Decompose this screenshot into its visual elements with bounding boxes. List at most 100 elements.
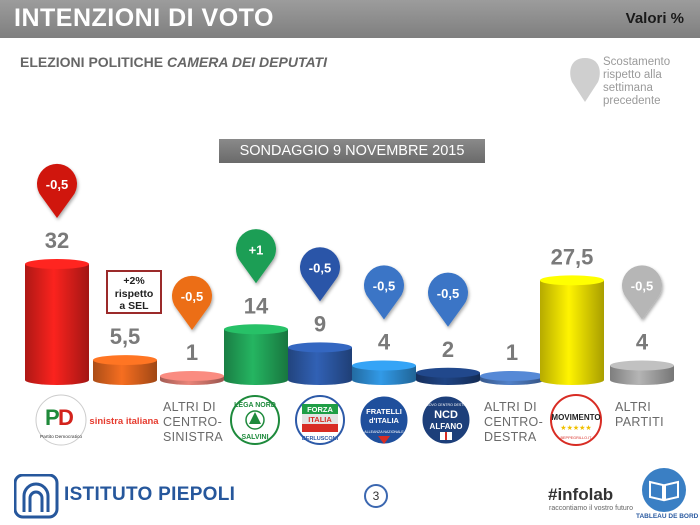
pins-layer: -0,5 -0,5 +1 -0,5 -0,5 -0,5 -0,5 xyxy=(37,163,662,330)
fdi-bottom-text: ALLEANZA NAZIONALE xyxy=(364,430,404,434)
ncd-main-text: NCD xyxy=(434,409,458,421)
bar-top-9 xyxy=(610,360,674,371)
bars-layer xyxy=(25,259,674,385)
label-line: ALTRI DI xyxy=(163,400,216,414)
value-label-2: 1 xyxy=(186,340,198,365)
svg-text:P: P xyxy=(45,405,60,430)
pd-logo-icon: P D Partito Democratico xyxy=(35,394,87,446)
movimento-5-stelle-logo-icon: MOVIMENTO ★★★★★ BEPPEGRILLO.IT xyxy=(550,394,602,446)
value-label-0: 32 xyxy=(45,228,69,253)
altri-centro-destra-label: ALTRI DI CENTRO- DESTRA xyxy=(484,400,543,445)
ncd-logo-icon: NUOVO CENTRO DESTRA NCD ALFANO xyxy=(421,395,471,445)
sel-note-box: +2% rispetto a SEL xyxy=(106,270,162,314)
lega-top-text: LEGA NORD xyxy=(234,402,276,409)
value-label-5: 4 xyxy=(378,330,391,355)
m5s-main-text: MOVIMENTO xyxy=(551,413,600,422)
value-label-4: 9 xyxy=(314,311,326,336)
page-number: 3 xyxy=(364,484,388,508)
change-pin-9: -0,5 xyxy=(622,265,662,320)
bar-1 xyxy=(93,360,157,385)
change-label-9: -0,5 xyxy=(631,279,653,294)
change-pin-5: -0,5 xyxy=(364,265,404,320)
sel-note-line: rispetto xyxy=(114,287,154,300)
bar-top-2 xyxy=(160,371,224,381)
fi-line1-text: FORZA xyxy=(307,405,333,414)
forza-italia-logo-icon: FORZA ITALIA BERLUSCONI xyxy=(295,395,345,445)
fdi-line2-text: d'ITALIA xyxy=(369,416,400,425)
sel-note-line: +2% xyxy=(123,275,145,287)
value-label-6: 2 xyxy=(442,337,454,362)
svg-text:★★★★★: ★★★★★ xyxy=(560,424,591,432)
sel-note-line: a SEL xyxy=(119,300,149,312)
change-pin-4: -0,5 xyxy=(299,247,340,302)
bar-8 xyxy=(540,280,604,385)
brand-name: ISTITUTO PIEPOLI xyxy=(64,484,236,505)
value-label-9: 4 xyxy=(636,330,649,355)
fi-line2-text: ITALIA xyxy=(308,415,332,424)
change-label-6: -0,5 xyxy=(437,286,459,301)
value-label-1: 5,5 xyxy=(110,324,141,349)
header-bar: INTENZIONI DI VOTO Valori % xyxy=(0,0,700,38)
ncd-bottom-text: ALFANO xyxy=(430,422,463,431)
pd-caption: Partito Democratico xyxy=(40,434,82,440)
infolab-tagline: raccontiamo il vostro futuro xyxy=(549,505,634,512)
legend-pin-icon xyxy=(570,58,600,102)
subtitle: ELEZIONI POLITICHE CAMERA DEI DEPUTATI xyxy=(20,54,327,70)
istituto-piepoli-logo: ISTITUTO PIEPOLI xyxy=(14,472,244,519)
bar-0 xyxy=(25,264,89,385)
bar-3 xyxy=(224,329,288,385)
legend-note: Scostamento rispetto alla settimana prec… xyxy=(603,56,671,107)
tableau-de-bord-label: TABLEAU DE BORD xyxy=(636,513,699,520)
subtitle-italic: CAMERA DEI DEPUTATI xyxy=(167,54,327,70)
bar-top-4 xyxy=(288,342,352,353)
change-label-4: -0,5 xyxy=(309,260,331,275)
altri-partiti-label: ALTRI PARTITI xyxy=(615,400,664,430)
bar-top-1 xyxy=(93,355,157,366)
bar-top-0 xyxy=(25,259,89,269)
bar-top-7 xyxy=(480,371,544,381)
value-label-3: 14 xyxy=(244,293,269,318)
altri-centro-sinistra-label: ALTRI DI CENTRO- SINISTRA xyxy=(163,400,223,445)
values-layer: 32 5,5 1 14 9 4 2 1 27,5 4 xyxy=(45,228,649,365)
unit-label: Valori % xyxy=(625,10,684,27)
value-label-7: 1 xyxy=(506,340,518,365)
label-line: ALTRI DI xyxy=(484,400,537,414)
label-line: PARTITI xyxy=(615,415,664,429)
bar-top-3 xyxy=(224,324,288,335)
change-label-3: +1 xyxy=(249,242,264,257)
ncd-top-text: NUOVO CENTRO DESTRA xyxy=(424,403,470,407)
change-pin-0: -0,5 xyxy=(37,163,77,218)
survey-date-box: SONDAGGIO 9 NOVEMBRE 2015 xyxy=(219,139,485,163)
label-line: CENTRO- xyxy=(484,415,544,429)
label-line: ALTRI xyxy=(615,400,651,414)
change-pin-2: -0,5 xyxy=(172,275,212,330)
change-pin-6: -0,5 xyxy=(428,272,469,327)
value-label-8: 27,5 xyxy=(551,244,594,269)
si-logo-text: sinistra italiana xyxy=(89,416,159,427)
change-label-0: -0,5 xyxy=(46,177,68,192)
label-line: CENTRO- xyxy=(163,415,223,429)
piepoli-arch-icon xyxy=(14,474,59,519)
bar-4 xyxy=(288,347,352,385)
m5s-bottom-text: BEPPEGRILLO.IT xyxy=(560,436,592,440)
bar-5 xyxy=(352,365,416,385)
label-line: DESTRA xyxy=(484,430,537,444)
lega-bottom-text: SALVINI xyxy=(241,434,268,441)
change-label-2: -0,5 xyxy=(181,289,203,304)
fi-bottom-text: BERLUSCONI xyxy=(302,436,339,442)
change-label-5: -0,5 xyxy=(373,279,395,294)
tableau-book-icon xyxy=(642,468,686,512)
bar-9 xyxy=(610,365,674,385)
subtitle-main: ELEZIONI POLITICHE xyxy=(20,54,168,70)
bar-top-8 xyxy=(540,275,604,286)
fratelli-ditalia-logo-icon: FRATELLI d'ITALIA ALLEANZA NAZIONALE xyxy=(359,395,409,445)
label-line: SINISTRA xyxy=(163,430,224,444)
svg-text:D: D xyxy=(58,405,74,430)
infolab-logo: #infolab xyxy=(548,485,614,504)
lega-nord-logo-icon: LEGA NORD SALVINI xyxy=(230,395,280,445)
bar-top-6 xyxy=(416,367,480,378)
page-title: INTENZIONI DI VOTO xyxy=(14,4,274,32)
bar-top-5 xyxy=(352,360,416,371)
change-pin-3: +1 xyxy=(236,229,276,284)
